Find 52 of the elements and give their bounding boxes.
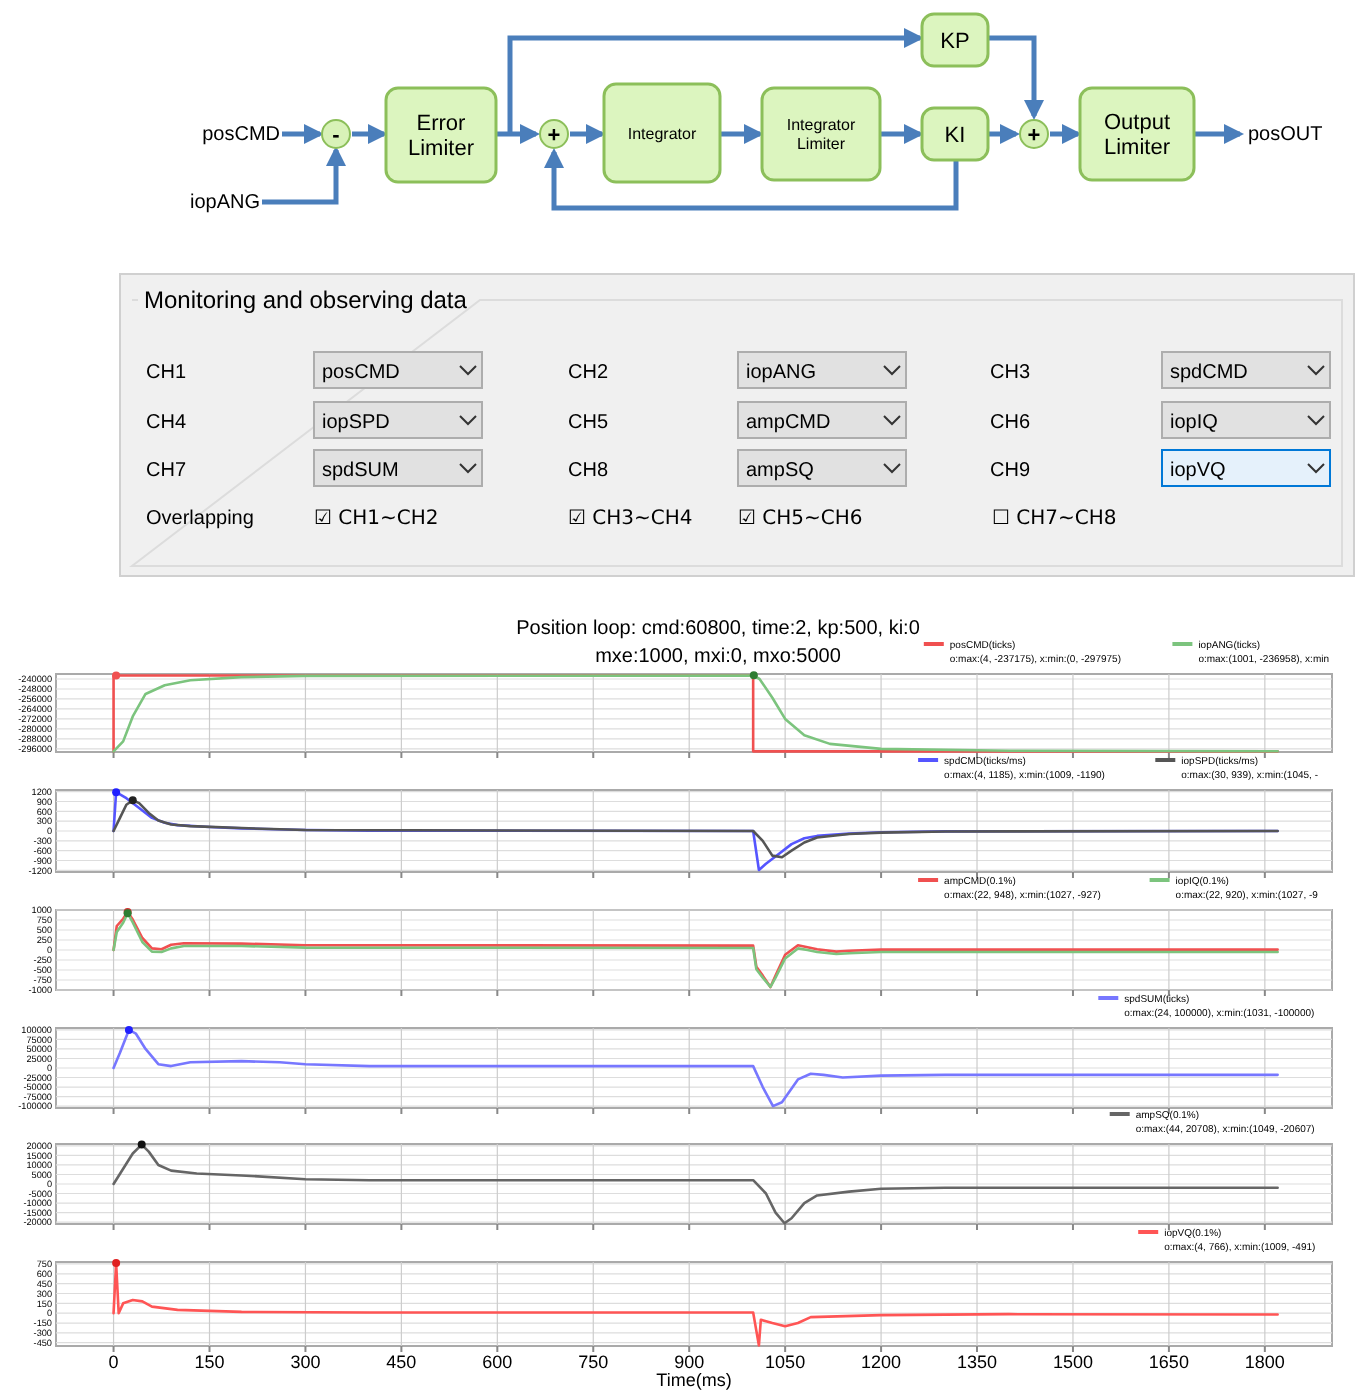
text: CH1 [146,362,187,384]
x-axis-title: Time(ms) [656,1370,732,1390]
text: iopIQ [1170,412,1219,434]
x-tick-label: 900 [674,1352,705,1372]
x-tick-label: 450 [386,1352,417,1372]
text: CH6 [990,412,1031,434]
text: - [332,124,341,148]
x-tick-label: 1200 [861,1352,902,1372]
text: spdSUM [322,460,399,482]
x-tick-label: 0 [108,1352,119,1372]
chart-subtitle: mxe:1000, mxi:0, mxo:5000 [595,646,842,668]
text: KI [944,123,966,148]
x-tick-label: 600 [482,1352,513,1372]
text: posCMD [202,124,280,146]
x-tick-label: 1800 [1244,1352,1285,1372]
text: Integrator [627,124,697,143]
text: posOUT [1248,124,1323,146]
text: Output Limiter [1103,111,1171,161]
text: + [1027,124,1041,148]
text: CH4 [146,412,187,434]
text: iopSPD [322,412,390,434]
x-tick-label: 300 [290,1352,321,1372]
text: CH3 [990,362,1031,384]
text: Overlapping [146,508,254,530]
text: Integrator Limiter [786,116,856,153]
text: + [547,124,561,148]
text: ☑ CH1~CH2 [314,508,439,530]
x-tick-label: 750 [578,1352,609,1372]
text: iopVQ [1170,460,1227,482]
chart-title: Position loop: cmd:60800, time:2, kp:500, ki:0 [516,618,921,640]
text: spdCMD [1170,362,1248,384]
text: ampSQ [746,460,815,482]
x-tick-label: 1500 [1052,1352,1093,1372]
x-tick-label: 1350 [956,1352,998,1372]
text: CH7 [146,460,187,482]
text: KP [940,29,970,54]
text: posCMD [322,362,400,384]
text: ☑ CH5~CH6 [738,508,863,530]
text: CH9 [990,460,1031,482]
text: CH5 [568,412,609,434]
text: CH8 [568,460,609,482]
text: Monitoring and observing data [144,286,468,314]
text: Error Limiter [407,112,475,162]
text: iopANG [746,362,817,384]
x-tick-label: 150 [194,1352,225,1372]
text: ☑ CH3~CH4 [568,508,693,530]
text: CH2 [568,362,609,384]
text: iopANG [189,192,261,214]
x-tick-label: 1650 [1148,1352,1189,1372]
text: ampCMD [746,412,831,434]
text: ☐ CH7~CH8 [992,508,1117,530]
x-tick-label: 1050 [765,1352,806,1372]
